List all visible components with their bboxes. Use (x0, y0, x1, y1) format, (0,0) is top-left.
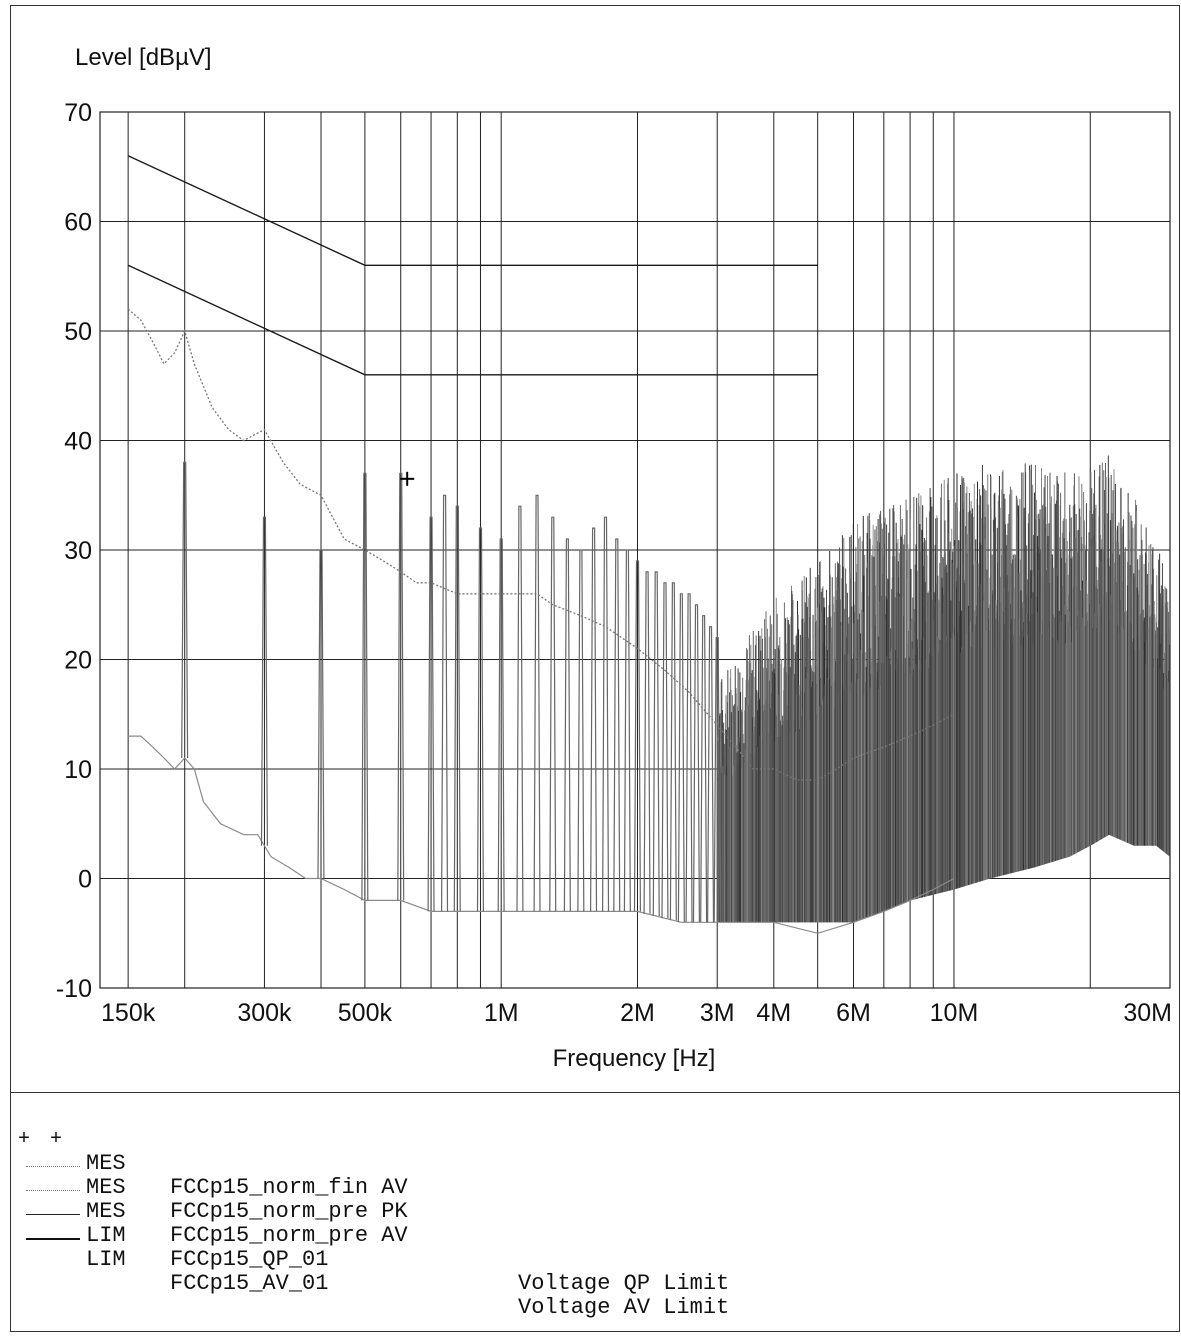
emission-chart: Level [dBµV] Frequency [Hz] -10 0 10 20 30 40… (56, 44, 1172, 1072)
legend-symbol (18, 1176, 80, 1200)
y-tick-label: 20 (64, 647, 92, 675)
av-spike (652, 571, 660, 917)
av-spike (497, 538, 505, 912)
av-spike (643, 571, 651, 914)
av-spike (677, 593, 685, 923)
x-tick-label: 1M (484, 999, 519, 1027)
av-spike (453, 505, 461, 912)
av-spike (633, 560, 642, 912)
y-tick-label: 30 (64, 537, 92, 565)
legend-separator (10, 1092, 1180, 1093)
av-spike (706, 626, 715, 923)
x-tick-label: 6M (836, 999, 871, 1027)
y-tick-label: 0 (78, 866, 92, 894)
av-spike (700, 615, 708, 923)
av-limit-line (127, 264, 818, 376)
x-tick-label: 3M (700, 999, 735, 1027)
x-tick-label: 4M (756, 999, 791, 1027)
x-tick-label: 30M (1123, 999, 1172, 1027)
av-spike (317, 549, 325, 879)
av-spike (601, 516, 610, 912)
y-tick-label: 60 (64, 209, 92, 237)
av-spike (661, 582, 669, 919)
legend-type: LIM (86, 1223, 126, 1248)
av-spike (361, 472, 369, 901)
x-tick-label: 10M (930, 999, 979, 1027)
legend-row-pre-pk: MES FCCp15_norm_pre PK (18, 1128, 408, 1224)
x-tick-label: 150k (101, 999, 156, 1027)
av-pre-trace (128, 735, 955, 934)
legend-row-pre-av: MES FCCp15_norm_pre AV (18, 1152, 408, 1248)
av-spike (476, 527, 484, 912)
y-tick-label: 40 (64, 428, 92, 456)
x-tick-label: 2M (620, 999, 655, 1027)
legend: + + MES FCCp15_norm_fin AV MES FCCp15_no… (18, 1104, 729, 1320)
legend-symbol (18, 1200, 80, 1224)
legend-type: MES (86, 1151, 126, 1176)
y-tick-label: 10 (64, 756, 92, 784)
legend-type: MES (86, 1175, 126, 1200)
av-spike (441, 494, 449, 912)
av-spike (397, 472, 405, 901)
av-spike (533, 494, 541, 912)
y-axis-label: Level [dBµV] (75, 44, 212, 71)
chart-frame (10, 5, 1180, 1332)
x-tick-label: 300k (237, 999, 292, 1027)
legend-row-qp-limit: LIM FCCp15_QP_01 Voltage QP Limit (18, 1176, 729, 1296)
av-spike (589, 527, 598, 912)
legend-desc: Voltage AV Limit (518, 1295, 730, 1320)
data-layer (127, 155, 1171, 934)
y-tick-label: 50 (64, 318, 92, 346)
legend-symbol (18, 1224, 80, 1248)
legend-desc: Voltage QP Limit (518, 1271, 730, 1296)
legend-name: FCCp15_norm_pre PK (170, 1199, 408, 1224)
av-spike (516, 505, 524, 912)
legend-row-fin-av: + + MES FCCp15_norm_fin AV (18, 1104, 408, 1200)
y-tick-label: -10 (56, 975, 92, 1003)
qp-limit-line (127, 155, 818, 266)
legend-name: FCCp15_QP_01 (170, 1247, 329, 1272)
av-spike (623, 549, 631, 912)
legend-name: FCCp15_AV_01 (170, 1271, 329, 1296)
legend-row-av-limit: LIM FCCp15_AV_01 Voltage AV Limit (18, 1200, 729, 1320)
av-spike (692, 604, 701, 923)
av-spike (427, 516, 435, 912)
legend-symbol: + + (18, 1128, 67, 1151)
av-spike (549, 516, 557, 912)
av-spike (613, 538, 621, 912)
tick-labels: -10 0 10 20 30 40 50 60 70 150k 300k 500k 1M 2M 3M 4M 6M… (56, 99, 1172, 1027)
av-spike (669, 582, 677, 921)
av-spike (577, 549, 585, 912)
av-spike (713, 636, 721, 923)
av-spike (563, 538, 571, 912)
av-spike (181, 461, 189, 759)
av-spike (685, 593, 693, 923)
y-tick-label: 70 (64, 99, 92, 127)
legend-name: FCCp15_norm_pre AV (170, 1223, 408, 1248)
legend-type: LIM (86, 1247, 126, 1272)
legend-symbol (18, 1152, 80, 1176)
x-tick-label: 500k (338, 999, 393, 1027)
x-axis-label: Frequency [Hz] (553, 1045, 716, 1072)
legend-type: MES (86, 1199, 126, 1224)
av-spike (260, 516, 268, 846)
legend-name: FCCp15_norm_fin AV (170, 1175, 408, 1200)
